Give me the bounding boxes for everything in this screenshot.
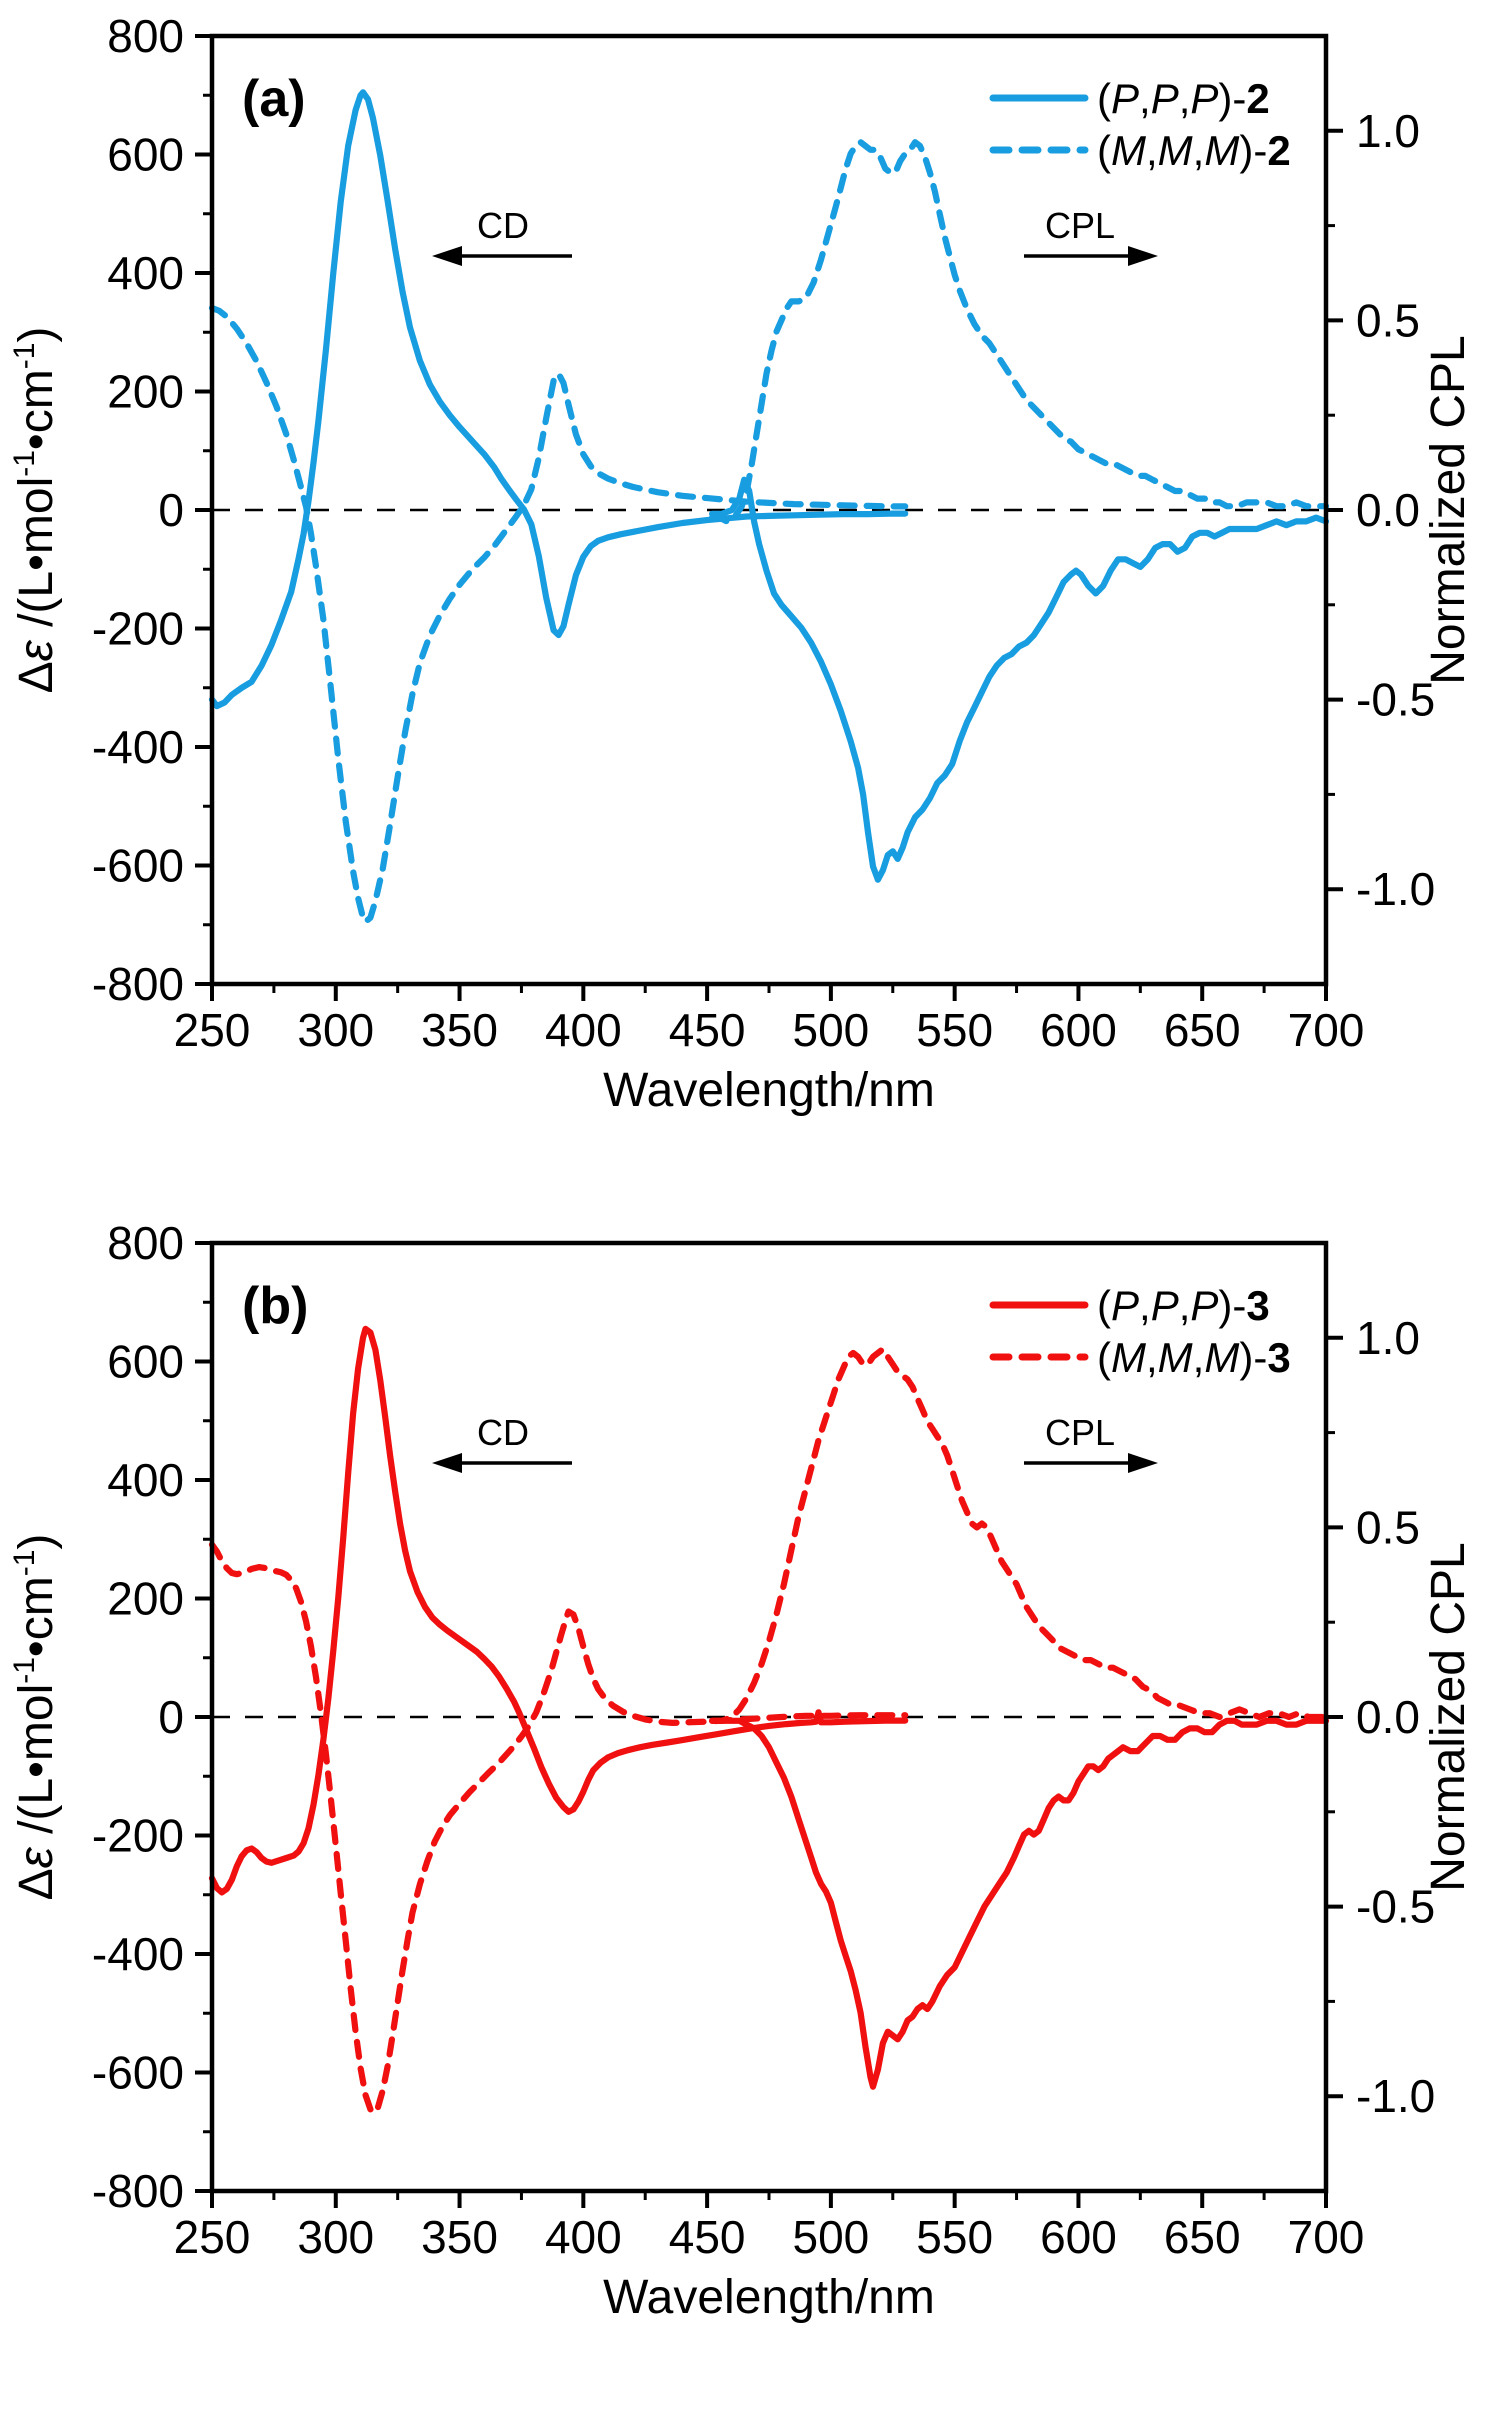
- cd-arrow-head-left: [432, 246, 462, 266]
- legend-entry-dashed: (M,M,M)-3: [989, 1334, 1291, 1381]
- left-axis-tick-label: 400: [107, 247, 184, 299]
- left-axis-tick-label: 0: [158, 484, 184, 536]
- x-axis-tick-label: 450: [669, 1004, 746, 1056]
- right-axis-tick-label: -1.0: [1356, 863, 1435, 915]
- legend-label: (M,M,M)-2: [1097, 127, 1291, 174]
- cpl-annotation-label: CPL: [1045, 1412, 1115, 1453]
- left-axis-tick-label: 200: [107, 366, 184, 418]
- left-axis-tick-label: 200: [107, 1573, 184, 1625]
- panel-b: -800 -600 -400 -200 0 200 400 600 800 -1.0 -0.5 0.0…: [8, 1217, 1475, 2324]
- x-axis-tick-label: 250: [174, 1004, 251, 1056]
- left-axis-tick-label: -200: [92, 603, 184, 655]
- legend-label: (M,M,M)-3: [1097, 1334, 1291, 1381]
- cpl-annotation-label: CPL: [1045, 205, 1115, 246]
- right-axis-tick-label: 0.5: [1356, 1501, 1420, 1553]
- right-y-axis-title: Normalized CPL: [1422, 1542, 1475, 1891]
- left-axis-tick-label: 0: [158, 1691, 184, 1743]
- x-axis-tick-label: 550: [916, 2211, 993, 2263]
- x-axis-tick-label: 700: [1288, 2211, 1365, 2263]
- legend-label: (P,P,P)-3: [1097, 1282, 1270, 1329]
- right-axis-tick-label: 0.0: [1356, 1691, 1420, 1743]
- series-cpl-MMM-3: [709, 1346, 1330, 1724]
- left-axis-tick-label: -200: [92, 1810, 184, 1862]
- left-axis-tick-label: -800: [92, 958, 184, 1010]
- x-axis-title: Wavelength/nm: [603, 2271, 935, 2324]
- x-axis-tick-label: 650: [1164, 2211, 1241, 2263]
- x-axis-tick-label: 650: [1164, 1004, 1241, 1056]
- x-axis-tick-label: 300: [297, 1004, 374, 1056]
- x-axis-tick-label: 500: [793, 2211, 870, 2263]
- left-axis-tick-label: -800: [92, 2165, 184, 2217]
- x-axis-tick-label: 400: [545, 1004, 622, 1056]
- left-axis-tick-label: -400: [92, 1928, 184, 1980]
- x-axis-title: Wavelength/nm: [603, 1064, 935, 1117]
- x-axis-tick-label: 500: [793, 1004, 870, 1056]
- left-axis-tick-label: 400: [107, 1454, 184, 1506]
- legend-entry-solid: (P,P,P)-3: [989, 1282, 1270, 1329]
- x-axis-tick-label: 250: [174, 2211, 251, 2263]
- cpl-arrow-head-right: [1128, 246, 1158, 266]
- series-cd-PPP-2: [208, 89, 909, 710]
- x-axis-tick-label: 600: [1040, 2211, 1117, 2263]
- right-axis-tick-label: 1.0: [1356, 105, 1420, 157]
- x-axis-tick-label: 600: [1040, 1004, 1117, 1056]
- x-axis-tick-label: 350: [421, 2211, 498, 2263]
- x-axis-tick-label: 350: [421, 1004, 498, 1056]
- right-axis-tick-label: -0.5: [1356, 1881, 1435, 1933]
- cd-arrow-head-left: [432, 1453, 462, 1473]
- x-axis-tick-label: 550: [916, 1004, 993, 1056]
- left-axis-tick-label: 800: [107, 1217, 184, 1269]
- legend-entry-dashed: (M,M,M)-2: [989, 127, 1291, 174]
- series-cpl-MMM-2: [709, 139, 1330, 525]
- right-axis-tick-label: 1.0: [1356, 1312, 1420, 1364]
- right-axis-tick-label: -1.0: [1356, 2070, 1435, 2122]
- series-cd-PPP-3: [208, 1325, 909, 1896]
- panel-a: -800 -600 -400 -200 0 200 400 600 800 -1.0 -0.5 0.0…: [8, 10, 1475, 1117]
- series-cd-MMM-2: [208, 304, 909, 925]
- series-cpl-PPP-3: [709, 1717, 1330, 2090]
- right-axis-tick-label: -0.5: [1356, 674, 1435, 726]
- panel-label-a: (a): [242, 70, 306, 128]
- left-axis-tick-label: 800: [107, 10, 184, 62]
- panel-label-b: (b): [242, 1277, 308, 1335]
- x-axis-tick-label: 700: [1288, 1004, 1365, 1056]
- series-cpl-PPP-2: [709, 476, 1330, 883]
- cpl-arrow-head-right: [1128, 1453, 1158, 1473]
- x-axis-tick-label: 450: [669, 2211, 746, 2263]
- left-axis-tick-label: 600: [107, 1336, 184, 1388]
- right-axis-tick-label: 0.0: [1356, 484, 1420, 536]
- left-axis-tick-label: -400: [92, 721, 184, 773]
- x-axis-tick-label: 400: [545, 2211, 622, 2263]
- left-y-axis-title: Δε /(L•mol-1•cm-1): [8, 1534, 63, 1901]
- series-cd-MMM-3: [208, 1541, 909, 2116]
- legend-entry-solid: (P,P,P)-2: [989, 75, 1270, 122]
- legend-label: (P,P,P)-2: [1097, 75, 1270, 122]
- right-y-axis-title: Normalized CPL: [1422, 335, 1475, 684]
- cd-annotation-label: CD: [477, 1412, 529, 1453]
- left-y-axis-title: Δε /(L•mol-1•cm-1): [8, 327, 63, 694]
- right-axis-tick-label: 0.5: [1356, 294, 1420, 346]
- left-axis-tick-label: -600: [92, 2047, 184, 2099]
- cd-annotation-label: CD: [477, 205, 529, 246]
- left-axis-tick-label: 600: [107, 129, 184, 181]
- left-axis-tick-label: -600: [92, 840, 184, 892]
- x-axis-tick-label: 300: [297, 2211, 374, 2263]
